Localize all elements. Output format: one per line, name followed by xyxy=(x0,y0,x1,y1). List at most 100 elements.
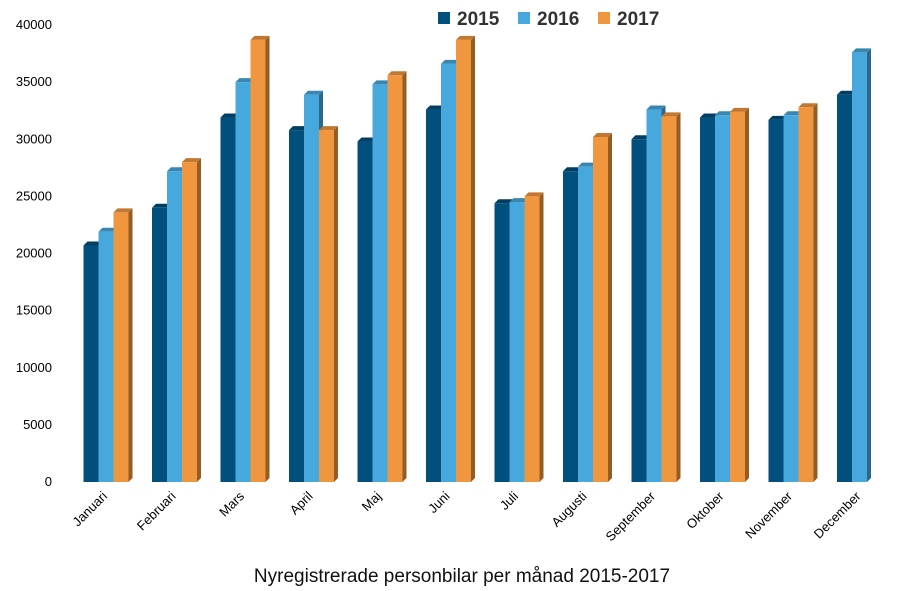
x-axis: Januari Februari Mars April Maj Juni Juli Augus… xyxy=(69,488,864,544)
bar-front xyxy=(357,141,373,482)
y-tick-label: 35000 xyxy=(16,74,52,89)
bar-top xyxy=(852,48,871,53)
bar-top xyxy=(783,111,803,116)
bar-2017-juli xyxy=(524,192,544,482)
bar-top xyxy=(661,112,681,117)
bar-side xyxy=(539,192,544,482)
bar-top xyxy=(167,167,186,172)
y-tick-label: 30000 xyxy=(16,131,52,146)
bar-front xyxy=(441,63,456,482)
bar-top xyxy=(220,113,240,118)
bar-top xyxy=(289,126,308,131)
bar-top xyxy=(387,71,407,76)
bar-front xyxy=(661,116,677,483)
bar-front xyxy=(631,139,647,482)
bar-side xyxy=(676,112,681,483)
legend-swatch xyxy=(438,12,450,24)
legend-item-2017: 2017 xyxy=(598,9,659,30)
bar-front xyxy=(235,82,251,482)
bar-front xyxy=(182,162,197,482)
bar-front xyxy=(319,130,334,483)
bar-2017-juni xyxy=(456,35,475,482)
bar-front xyxy=(783,115,799,482)
bar-front xyxy=(494,203,510,483)
bar-top xyxy=(152,203,171,208)
y-tick-label: 15000 xyxy=(16,303,52,318)
y-tick-label: 20000 xyxy=(16,246,52,261)
bar-top xyxy=(304,90,323,95)
x-tick-label-januari: Januari xyxy=(69,488,110,529)
bar-top xyxy=(631,135,651,140)
bar-2017-september xyxy=(661,112,681,483)
bar-front xyxy=(563,171,578,483)
legend-item-2015: 2015 xyxy=(438,9,500,30)
bar-2017-januari xyxy=(113,208,133,482)
bar-top xyxy=(250,35,270,40)
x-tick-label-september: September xyxy=(603,488,659,544)
bar-front xyxy=(837,94,852,482)
x-tick-label-mars: Mars xyxy=(216,488,247,519)
x-tick-label-februari: Februari xyxy=(134,488,179,533)
bar-2017-augusti xyxy=(593,132,612,482)
bar-top xyxy=(83,241,103,246)
bar-front xyxy=(98,231,114,482)
bar-side xyxy=(265,35,270,482)
bar-top xyxy=(593,132,612,137)
bar-top xyxy=(235,78,255,83)
bar-top xyxy=(441,59,460,64)
bar-2017-maj xyxy=(387,71,407,483)
bar-front xyxy=(593,136,608,482)
bar-top xyxy=(182,158,201,163)
bar-top xyxy=(578,162,597,167)
bar-top xyxy=(426,105,445,110)
bar-top xyxy=(700,113,719,118)
y-tick-label: 5000 xyxy=(23,417,52,432)
bar-top xyxy=(357,137,377,142)
bar-front xyxy=(387,75,403,483)
bar-front xyxy=(646,109,662,483)
bar-front xyxy=(730,111,745,482)
bar-front xyxy=(524,196,540,482)
y-tick-label: 0 xyxy=(45,474,52,489)
legend-swatch xyxy=(598,12,610,24)
bar-2017-februari xyxy=(182,158,201,482)
bar-front xyxy=(220,117,236,482)
y-tick-label: 10000 xyxy=(16,360,52,375)
bar-side xyxy=(197,158,201,482)
bar-side xyxy=(745,107,749,482)
bar-front xyxy=(372,84,388,482)
y-tick-label: 40000 xyxy=(16,17,52,32)
bar-front xyxy=(152,207,167,483)
x-tick-label-maj: Maj xyxy=(359,488,384,513)
bar-side xyxy=(128,208,133,482)
legend: 2015 2016 2017 xyxy=(438,9,659,30)
bar-side xyxy=(471,35,475,482)
chart-title: Nyregistrerade personbilar per månad 201… xyxy=(254,566,670,587)
legend-label: 2016 xyxy=(537,9,579,30)
bar-top xyxy=(98,227,118,232)
x-tick-label-december: December xyxy=(811,488,864,541)
bar-top xyxy=(798,103,818,108)
legend-label: 2015 xyxy=(457,9,500,30)
x-tick-label-oktober: Oktober xyxy=(683,488,727,532)
bar-front xyxy=(167,171,182,483)
legend-swatch xyxy=(518,12,530,24)
y-tick-label: 25000 xyxy=(16,188,52,203)
bar-top xyxy=(715,111,734,116)
bar-front xyxy=(798,107,814,482)
bar-front xyxy=(83,245,99,482)
bar-top xyxy=(768,115,788,120)
x-tick-label-april: April xyxy=(287,488,316,517)
legend-item-2016: 2016 xyxy=(518,9,579,30)
bar-front xyxy=(700,117,715,482)
bar-front xyxy=(456,39,471,482)
bar-top xyxy=(524,192,544,197)
x-tick-label-november: November xyxy=(742,488,795,541)
bar-top xyxy=(646,105,666,110)
bar-front xyxy=(289,130,304,483)
legend-label: 2017 xyxy=(617,9,659,30)
bar-top xyxy=(319,126,338,131)
bar-front xyxy=(768,119,784,482)
bar-top xyxy=(837,90,856,95)
